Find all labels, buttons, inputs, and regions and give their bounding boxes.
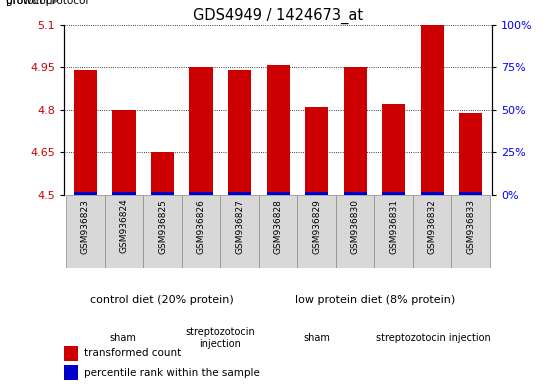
Text: GSM936827: GSM936827 [235, 199, 244, 253]
Text: sham: sham [109, 333, 136, 343]
Bar [105, 195, 143, 268]
Bar [305, 107, 328, 195]
Bar [459, 192, 482, 195]
Bar [220, 195, 259, 268]
Bar [413, 195, 452, 268]
Text: transformed count: transformed count [84, 348, 181, 358]
Bar [382, 104, 405, 195]
Bar [182, 195, 220, 268]
Bar [259, 195, 297, 268]
Bar [74, 192, 97, 195]
Bar [228, 70, 251, 195]
Bar [143, 195, 182, 268]
Bar [344, 192, 367, 195]
Title: GDS4949 / 1424673_at: GDS4949 / 1424673_at [193, 7, 363, 24]
Bar [459, 113, 482, 195]
Bar [112, 110, 135, 195]
Text: streptozotocin
injection: streptozotocin injection [185, 327, 255, 349]
Bar [382, 192, 405, 195]
Bar [228, 192, 251, 195]
Bar [151, 192, 174, 195]
Text: GSM936833: GSM936833 [466, 199, 475, 254]
Bar [344, 68, 367, 195]
Text: GSM936825: GSM936825 [158, 199, 167, 253]
Bar [64, 346, 78, 361]
Text: growth protocol: growth protocol [6, 0, 88, 6]
Bar [336, 195, 375, 268]
Bar [305, 192, 328, 195]
Text: protocol: protocol [6, 0, 48, 6]
Bar [420, 192, 444, 195]
Text: control diet (20% protein): control diet (20% protein) [89, 295, 233, 305]
Text: percentile rank within the sample: percentile rank within the sample [84, 367, 260, 377]
Text: streptozotocin injection: streptozotocin injection [376, 333, 491, 343]
Bar [66, 195, 105, 268]
Bar [74, 70, 97, 195]
Text: GSM936831: GSM936831 [389, 199, 398, 254]
Bar [452, 195, 490, 268]
Bar [112, 192, 135, 195]
Text: GSM936823: GSM936823 [81, 199, 90, 253]
Text: GSM936830: GSM936830 [350, 199, 359, 254]
Bar [190, 192, 212, 195]
Text: GSM936829: GSM936829 [312, 199, 321, 253]
Bar [297, 195, 336, 268]
Text: GSM936832: GSM936832 [428, 199, 437, 253]
Text: GSM936826: GSM936826 [197, 199, 206, 253]
Text: GSM936828: GSM936828 [273, 199, 283, 253]
Bar [64, 365, 78, 380]
Bar [375, 195, 413, 268]
Bar [267, 65, 290, 195]
Bar [151, 152, 174, 195]
Text: low protein diet (8% protein): low protein diet (8% protein) [295, 295, 456, 305]
Text: GSM936824: GSM936824 [120, 199, 129, 253]
Text: sham: sham [304, 333, 330, 343]
Bar [420, 25, 444, 195]
Bar [267, 192, 290, 195]
Bar [190, 68, 212, 195]
